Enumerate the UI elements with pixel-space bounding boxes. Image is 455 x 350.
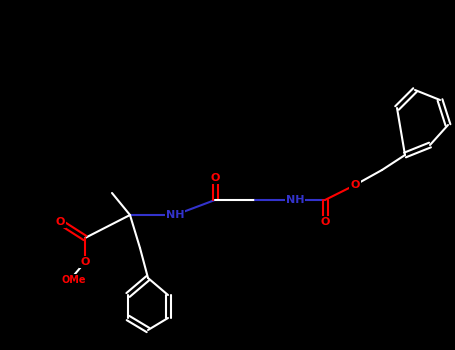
Text: O: O <box>81 257 90 267</box>
Text: O: O <box>320 217 330 227</box>
Text: O: O <box>350 180 360 190</box>
Text: O: O <box>56 217 65 227</box>
Text: OMe: OMe <box>62 275 86 285</box>
Text: NH: NH <box>166 210 184 220</box>
Text: O: O <box>210 173 220 183</box>
Text: NH: NH <box>286 195 304 205</box>
